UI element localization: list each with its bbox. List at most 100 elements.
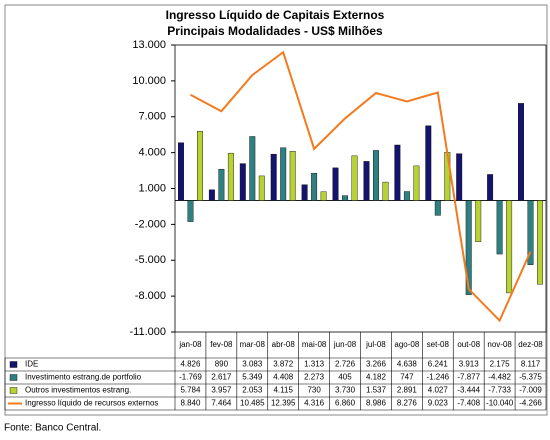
line <box>189 50 532 323</box>
y-tick-label: 10.000 <box>132 75 166 87</box>
bar <box>187 200 194 222</box>
bar <box>178 142 184 201</box>
chart-frame <box>4 4 548 416</box>
table-value: 747 <box>400 373 414 382</box>
source: Fonte: Banco Central. <box>4 423 101 434</box>
table-value: 6.860 <box>335 399 356 408</box>
x-tick-label: ago-08 <box>394 340 419 349</box>
bar <box>394 144 401 201</box>
bar <box>527 200 534 265</box>
x-tick-label: fev-08 <box>210 340 233 349</box>
x-tick-label: mar-08 <box>240 340 266 349</box>
table-value: 3.083 <box>242 360 263 369</box>
bar <box>425 125 432 201</box>
table-value: 2.053 <box>242 386 263 395</box>
bar <box>363 161 370 201</box>
legend-label: Investimento estrang.de portfolio <box>25 373 142 382</box>
table-value: -1.769 <box>179 373 202 382</box>
x-tick-label: jun-08 <box>333 340 357 349</box>
table-value: 405 <box>338 373 352 382</box>
bar <box>537 200 543 285</box>
table-value: 4.027 <box>428 386 449 395</box>
table-value: 8.840 <box>180 399 201 408</box>
table-value: 5.784 <box>180 386 201 395</box>
bar <box>475 200 482 242</box>
table-value: -3.444 <box>457 386 480 395</box>
table-value: 4.408 <box>273 373 294 382</box>
bar <box>227 152 234 201</box>
legend-key <box>9 387 18 394</box>
table-value: 8.986 <box>366 399 387 408</box>
bar <box>351 155 358 201</box>
table-value: -5.375 <box>519 373 542 382</box>
legend-key <box>9 374 18 381</box>
y-tick-label: 4.000 <box>138 147 166 159</box>
x-tick-label: abr-08 <box>272 340 296 349</box>
x-tick-label: jul-08 <box>365 340 386 349</box>
table-value: 3.872 <box>273 360 294 369</box>
bar <box>311 173 318 201</box>
table-value: 890 <box>215 360 229 369</box>
legend-key <box>9 361 18 368</box>
table-value: 6.241 <box>428 360 449 369</box>
bar <box>456 153 463 201</box>
bar <box>373 150 379 201</box>
table-value: 2.273 <box>304 373 325 382</box>
table-value: 12.395 <box>271 399 296 408</box>
bar <box>518 103 524 201</box>
x-tick-label: jan-08 <box>178 340 202 349</box>
table-value: 3.913 <box>459 360 480 369</box>
legend-label: IDE <box>25 360 38 369</box>
table-value: 3.266 <box>366 360 387 369</box>
table-value: 4.638 <box>397 360 418 369</box>
table-value: 9.023 <box>428 399 449 408</box>
x-tick-label: dez-08 <box>518 340 543 349</box>
chart-title: Ingresso Líquido de Capitais Externos <box>166 8 385 22</box>
bar <box>382 181 389 201</box>
y-tick-label: 13.000 <box>132 39 166 51</box>
bar <box>197 131 203 201</box>
y-tick-label: 7.000 <box>138 111 166 123</box>
y-tick-label: -5.000 <box>135 254 166 266</box>
table-value: 7.464 <box>211 399 232 408</box>
bar <box>280 147 287 201</box>
bar <box>413 165 420 201</box>
table-value: 1.537 <box>366 386 387 395</box>
table-value: 2.891 <box>397 386 418 395</box>
table-value: -4.266 <box>519 399 542 408</box>
bar <box>465 200 472 295</box>
table-value: -1.246 <box>426 373 449 382</box>
table-value: 2.726 <box>335 360 356 369</box>
table-value: 1.313 <box>304 360 325 369</box>
bar <box>270 153 277 201</box>
bar <box>496 200 503 255</box>
bar <box>506 200 513 294</box>
table-value: -7.009 <box>519 386 542 395</box>
bar <box>239 163 246 201</box>
table-value: 2.175 <box>490 360 511 369</box>
bar <box>320 191 327 201</box>
table-value: 8.117 <box>521 360 541 369</box>
table-value: -4.482 <box>488 373 511 382</box>
legend-label: Outros investimentos estrang. <box>25 386 131 395</box>
bar <box>208 189 215 201</box>
table-value: 4.826 <box>180 360 201 369</box>
table-value: -7.877 <box>457 373 480 382</box>
table-value: 4.316 <box>304 399 325 408</box>
table-value: 4.115 <box>273 386 293 395</box>
bar <box>249 136 256 201</box>
table-value: 4.182 <box>366 373 387 382</box>
table-value: -10.040 <box>486 399 514 408</box>
table-value: 10.485 <box>240 399 265 408</box>
table-value: 3.957 <box>211 386 232 395</box>
table-value: -7.408 <box>457 399 480 408</box>
x-tick-label: nov-08 <box>487 340 512 349</box>
y-tick-label: -11.000 <box>130 326 167 338</box>
bar <box>332 167 339 201</box>
bar <box>342 195 348 201</box>
bar <box>301 184 308 201</box>
x-tick-label: out-08 <box>457 340 480 349</box>
y-tick-label: -2.000 <box>135 218 166 230</box>
table-value: 3.730 <box>335 386 356 395</box>
